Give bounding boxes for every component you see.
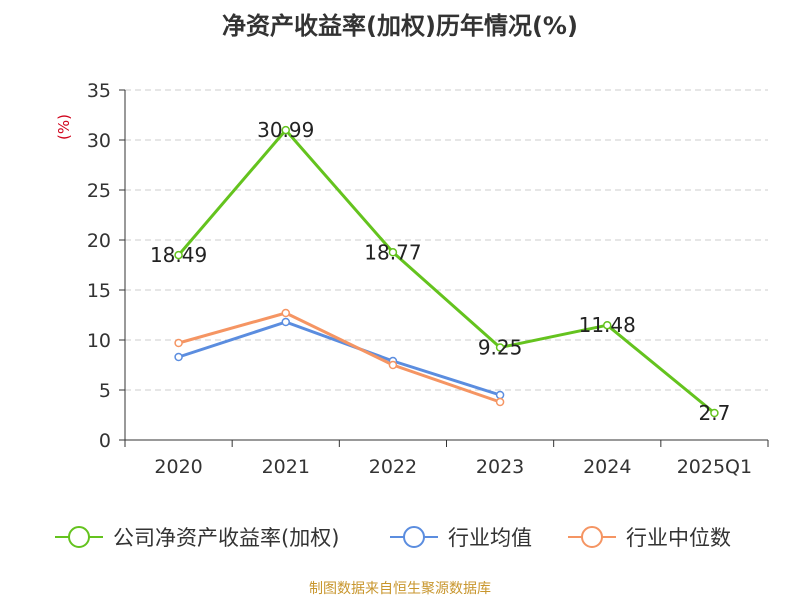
data-point [495, 397, 505, 407]
source-note: 制图数据来自恒生聚源数据库 [309, 581, 491, 597]
data-point [603, 320, 612, 330]
data-label: 18.49 [150, 243, 207, 267]
legend-label: 行业均值 [448, 526, 532, 550]
data-label: 30.99 [257, 118, 314, 142]
data-label: 2.7 [699, 401, 731, 425]
data-label: 18.77 [364, 240, 421, 264]
data-point [174, 250, 183, 260]
data-point [174, 338, 183, 348]
x-tick-label: 2020 [154, 456, 202, 478]
chart-title: 净资产收益率(加权)历年情况(%) [222, 12, 578, 40]
data-point [495, 343, 505, 352]
legend: 公司净资产收益率(加权) 行业均值 行业中位数 [55, 526, 731, 550]
series [174, 125, 719, 418]
data-point [388, 248, 398, 257]
series-line [178, 320, 501, 397]
y-tick-label: 10 [87, 330, 111, 352]
y-tick-label: 0 [99, 430, 111, 452]
x-tick-label: 2023 [476, 456, 524, 478]
series-line [177, 128, 716, 415]
data-point [388, 360, 398, 370]
series-line [178, 311, 501, 404]
y-tick-label: 30 [87, 130, 111, 152]
data-point [174, 352, 183, 362]
legend-swatch-marker [68, 526, 90, 548]
x-tick-label: 2021 [262, 456, 310, 478]
data-point [281, 125, 290, 135]
y-tick-label: 20 [87, 230, 111, 252]
legend-swatch-marker [403, 526, 425, 548]
axes: 0 5 10 15 20 25 30 35 (%) 2020 2021 2022 2023 2024 202… [55, 80, 769, 478]
y-axis-label: (%) [55, 114, 73, 140]
data-label: 9.25 [478, 336, 523, 360]
y-tick-label: 35 [87, 80, 111, 102]
y-tick-label: 15 [87, 280, 111, 302]
x-tick-label: 2022 [369, 456, 417, 478]
x-tick-label: 2025Q1 [677, 456, 752, 478]
data-label: 11.48 [579, 313, 636, 337]
data-point [281, 308, 290, 318]
legend-label: 公司净资产收益率(加权) [113, 526, 339, 550]
x-tick-label: 2024 [583, 456, 631, 478]
legend-swatch-marker [581, 526, 603, 548]
data-point [281, 317, 290, 327]
gridlines [125, 89, 768, 391]
data-point [495, 390, 505, 400]
data-point [710, 408, 719, 418]
y-tick-label: 25 [87, 180, 111, 202]
y-tick-label: 5 [99, 380, 111, 402]
legend-label: 行业中位数 [626, 526, 731, 550]
data-labels: 18.49 30.99 18.77 9.25 11.48 2.7 [150, 118, 730, 425]
